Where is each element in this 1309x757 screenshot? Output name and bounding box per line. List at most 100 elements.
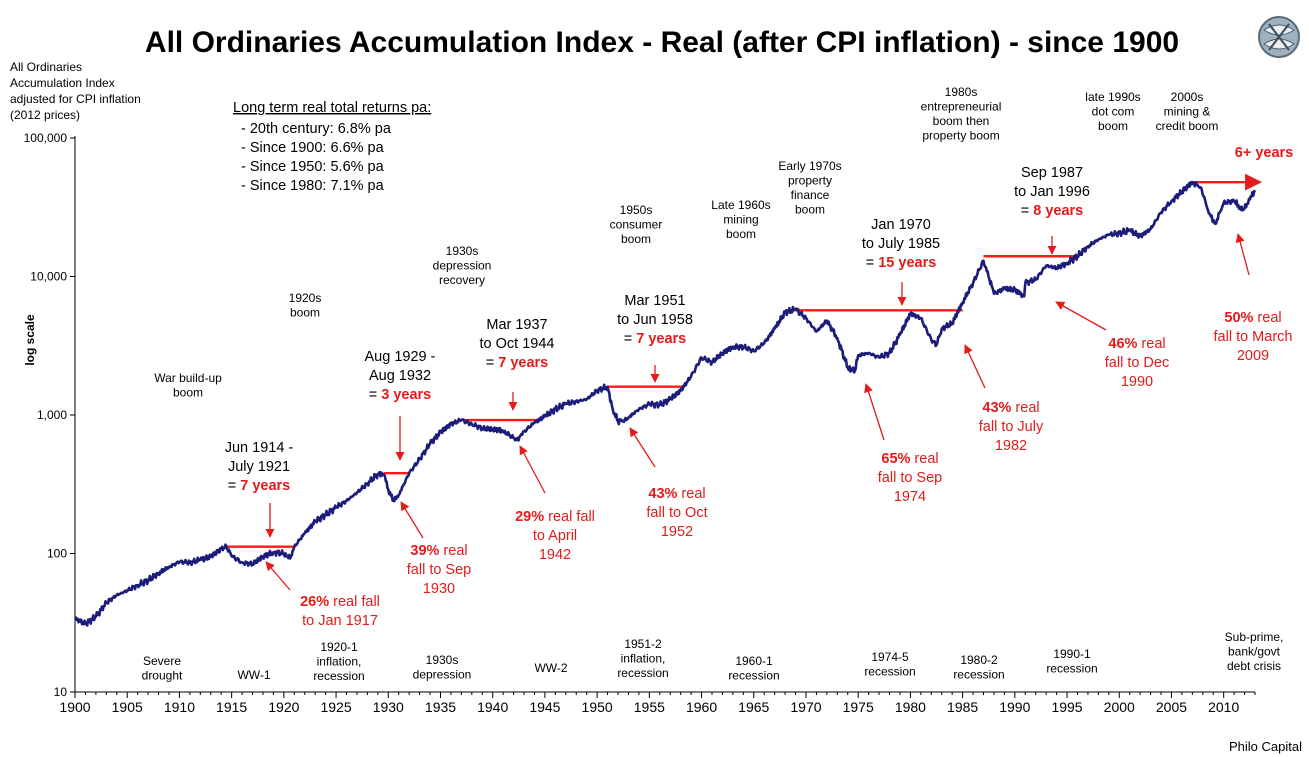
recession-label: Severe	[143, 654, 181, 668]
annotation-arrow	[400, 501, 424, 539]
period-years: 6+ years	[1235, 145, 1293, 161]
boom-label: property boom	[922, 129, 999, 143]
recession-label: debt crisis	[1227, 659, 1281, 673]
y-axis-label: log scale	[23, 314, 37, 366]
annotation-arrow	[964, 344, 986, 389]
fall-text: real	[910, 451, 938, 467]
x-tick-label: 2010	[1208, 699, 1239, 715]
boom-label: Late 1960s	[711, 198, 770, 212]
period-years-value: 7 years	[240, 478, 290, 494]
period-years: = 3 years	[369, 387, 432, 403]
recession-label: 1951-2	[624, 637, 662, 651]
fall-percent: 65%	[881, 451, 910, 467]
boom-label: late 1990s	[1085, 90, 1140, 104]
fall-label: 2009	[1237, 348, 1269, 364]
y-axis-title-line: adjusted for CPI inflation	[10, 92, 141, 106]
boom-label: boom	[795, 203, 825, 217]
recession-label: recession	[313, 669, 364, 683]
series-layer	[74, 180, 1257, 627]
recession-label: 1920-1	[320, 640, 358, 654]
period-label: Mar 1951	[624, 293, 685, 309]
fall-label: fall to Sep	[878, 470, 943, 486]
x-tick-label: 2000	[1104, 699, 1135, 715]
fall-percent: 26%	[300, 594, 329, 610]
boom-label: property	[788, 174, 832, 188]
boom-label: boom	[621, 232, 651, 246]
recession-label: recession	[728, 669, 779, 683]
boom-label: entrepreneurial	[921, 100, 1002, 114]
x-tick-label: 1965	[738, 699, 769, 715]
axes: 10 100 1,000 10,000 100,000 1900 1905 1910 1915 1…	[24, 131, 1256, 715]
x-tick-label: 1940	[477, 699, 508, 715]
period-years-value: 7 years	[498, 355, 548, 371]
boom-label: 1930s	[446, 244, 479, 258]
fall-text: real fall	[544, 509, 595, 525]
returns-line: - Since 1950: 5.6% pa	[241, 159, 385, 175]
boom-label: boom	[1098, 119, 1128, 133]
fall-label: 43% real	[648, 486, 705, 502]
period-equals: =	[369, 387, 382, 403]
fall-text: real	[439, 543, 467, 559]
recession-label: recession	[1046, 662, 1097, 676]
boom-label: dot com	[1092, 105, 1135, 119]
period-label: to Jun 1958	[617, 312, 693, 328]
period-equals: =	[1021, 203, 1034, 219]
recovery-bars	[226, 173, 1262, 548]
boom-label: boom	[173, 386, 203, 400]
period-years: = 7 years	[624, 331, 687, 347]
returns-line: - Since 1900: 6.6% pa	[241, 140, 385, 156]
fall-label: 1974	[894, 489, 926, 505]
returns-heading: Long term real total returns pa:	[233, 100, 431, 116]
fall-text: real fall	[329, 594, 380, 610]
recession-label: inflation,	[317, 655, 362, 669]
x-tick-label: 1955	[634, 699, 665, 715]
source-credit: Philo Capital	[1229, 739, 1302, 754]
fall-label: to April	[533, 528, 577, 544]
x-tick-label: 1905	[112, 699, 143, 715]
boom-label: consumer	[610, 218, 663, 232]
boom-label: War build-up	[154, 371, 222, 385]
y-tick-label: 10,000	[30, 270, 67, 284]
period-years: = 7 years	[228, 478, 291, 494]
fall-percent: 46%	[1108, 336, 1137, 352]
fall-text: real	[677, 486, 705, 502]
fall-label: 43% real	[982, 400, 1039, 416]
fall-label: 1990	[1121, 374, 1153, 390]
annotation-arrow	[864, 383, 885, 441]
boom-label: boom	[290, 306, 320, 320]
period-years: = 15 years	[866, 255, 937, 271]
fall-label: fall to Sep	[407, 562, 472, 578]
period-label: to Oct 1944	[480, 336, 555, 352]
x-tick-label: 1930	[373, 699, 404, 715]
y-tick-label: 10	[54, 685, 68, 699]
x-tick-label: 1950	[582, 699, 613, 715]
x-tick-label: 1910	[164, 699, 195, 715]
boom-label: Early 1970s	[778, 159, 841, 173]
annotations: War build-upboom1920sboom1930sdepression…	[142, 85, 1294, 683]
recession-label: WW-1	[237, 668, 270, 682]
y-axis-title: All Ordinaries Accumulation Index adjust…	[10, 60, 141, 122]
boom-label: mining	[723, 213, 758, 227]
y-tick-label: 100	[47, 547, 67, 561]
fall-label: 1982	[995, 438, 1027, 454]
fall-percent: 43%	[648, 486, 677, 502]
fall-text: real	[1253, 310, 1281, 326]
x-tick-label: 1995	[1051, 699, 1082, 715]
y-axis-title-line: All Ordinaries	[10, 60, 82, 74]
fall-label: 65% real	[881, 451, 938, 467]
period-label: to Jan 1996	[1014, 184, 1090, 200]
fall-label: 50% real	[1224, 310, 1281, 326]
x-tick-label: 1920	[268, 699, 299, 715]
x-tick-label: 1945	[529, 699, 560, 715]
recession-label: bank/govt	[1228, 645, 1281, 659]
recession-label: recession	[953, 668, 1004, 682]
fall-percent: 39%	[410, 543, 439, 559]
fall-label: 39% real	[410, 543, 467, 559]
fall-label: 1942	[539, 547, 571, 563]
fall-label: 46% real	[1108, 336, 1165, 352]
returns-line: - 20th century: 6.8% pa	[241, 121, 392, 137]
period-label: Jun 1914 -	[225, 440, 294, 456]
boom-label: credit boom	[1156, 119, 1219, 133]
fall-label: 1952	[661, 524, 693, 540]
period-years-value: 3 years	[381, 387, 431, 403]
